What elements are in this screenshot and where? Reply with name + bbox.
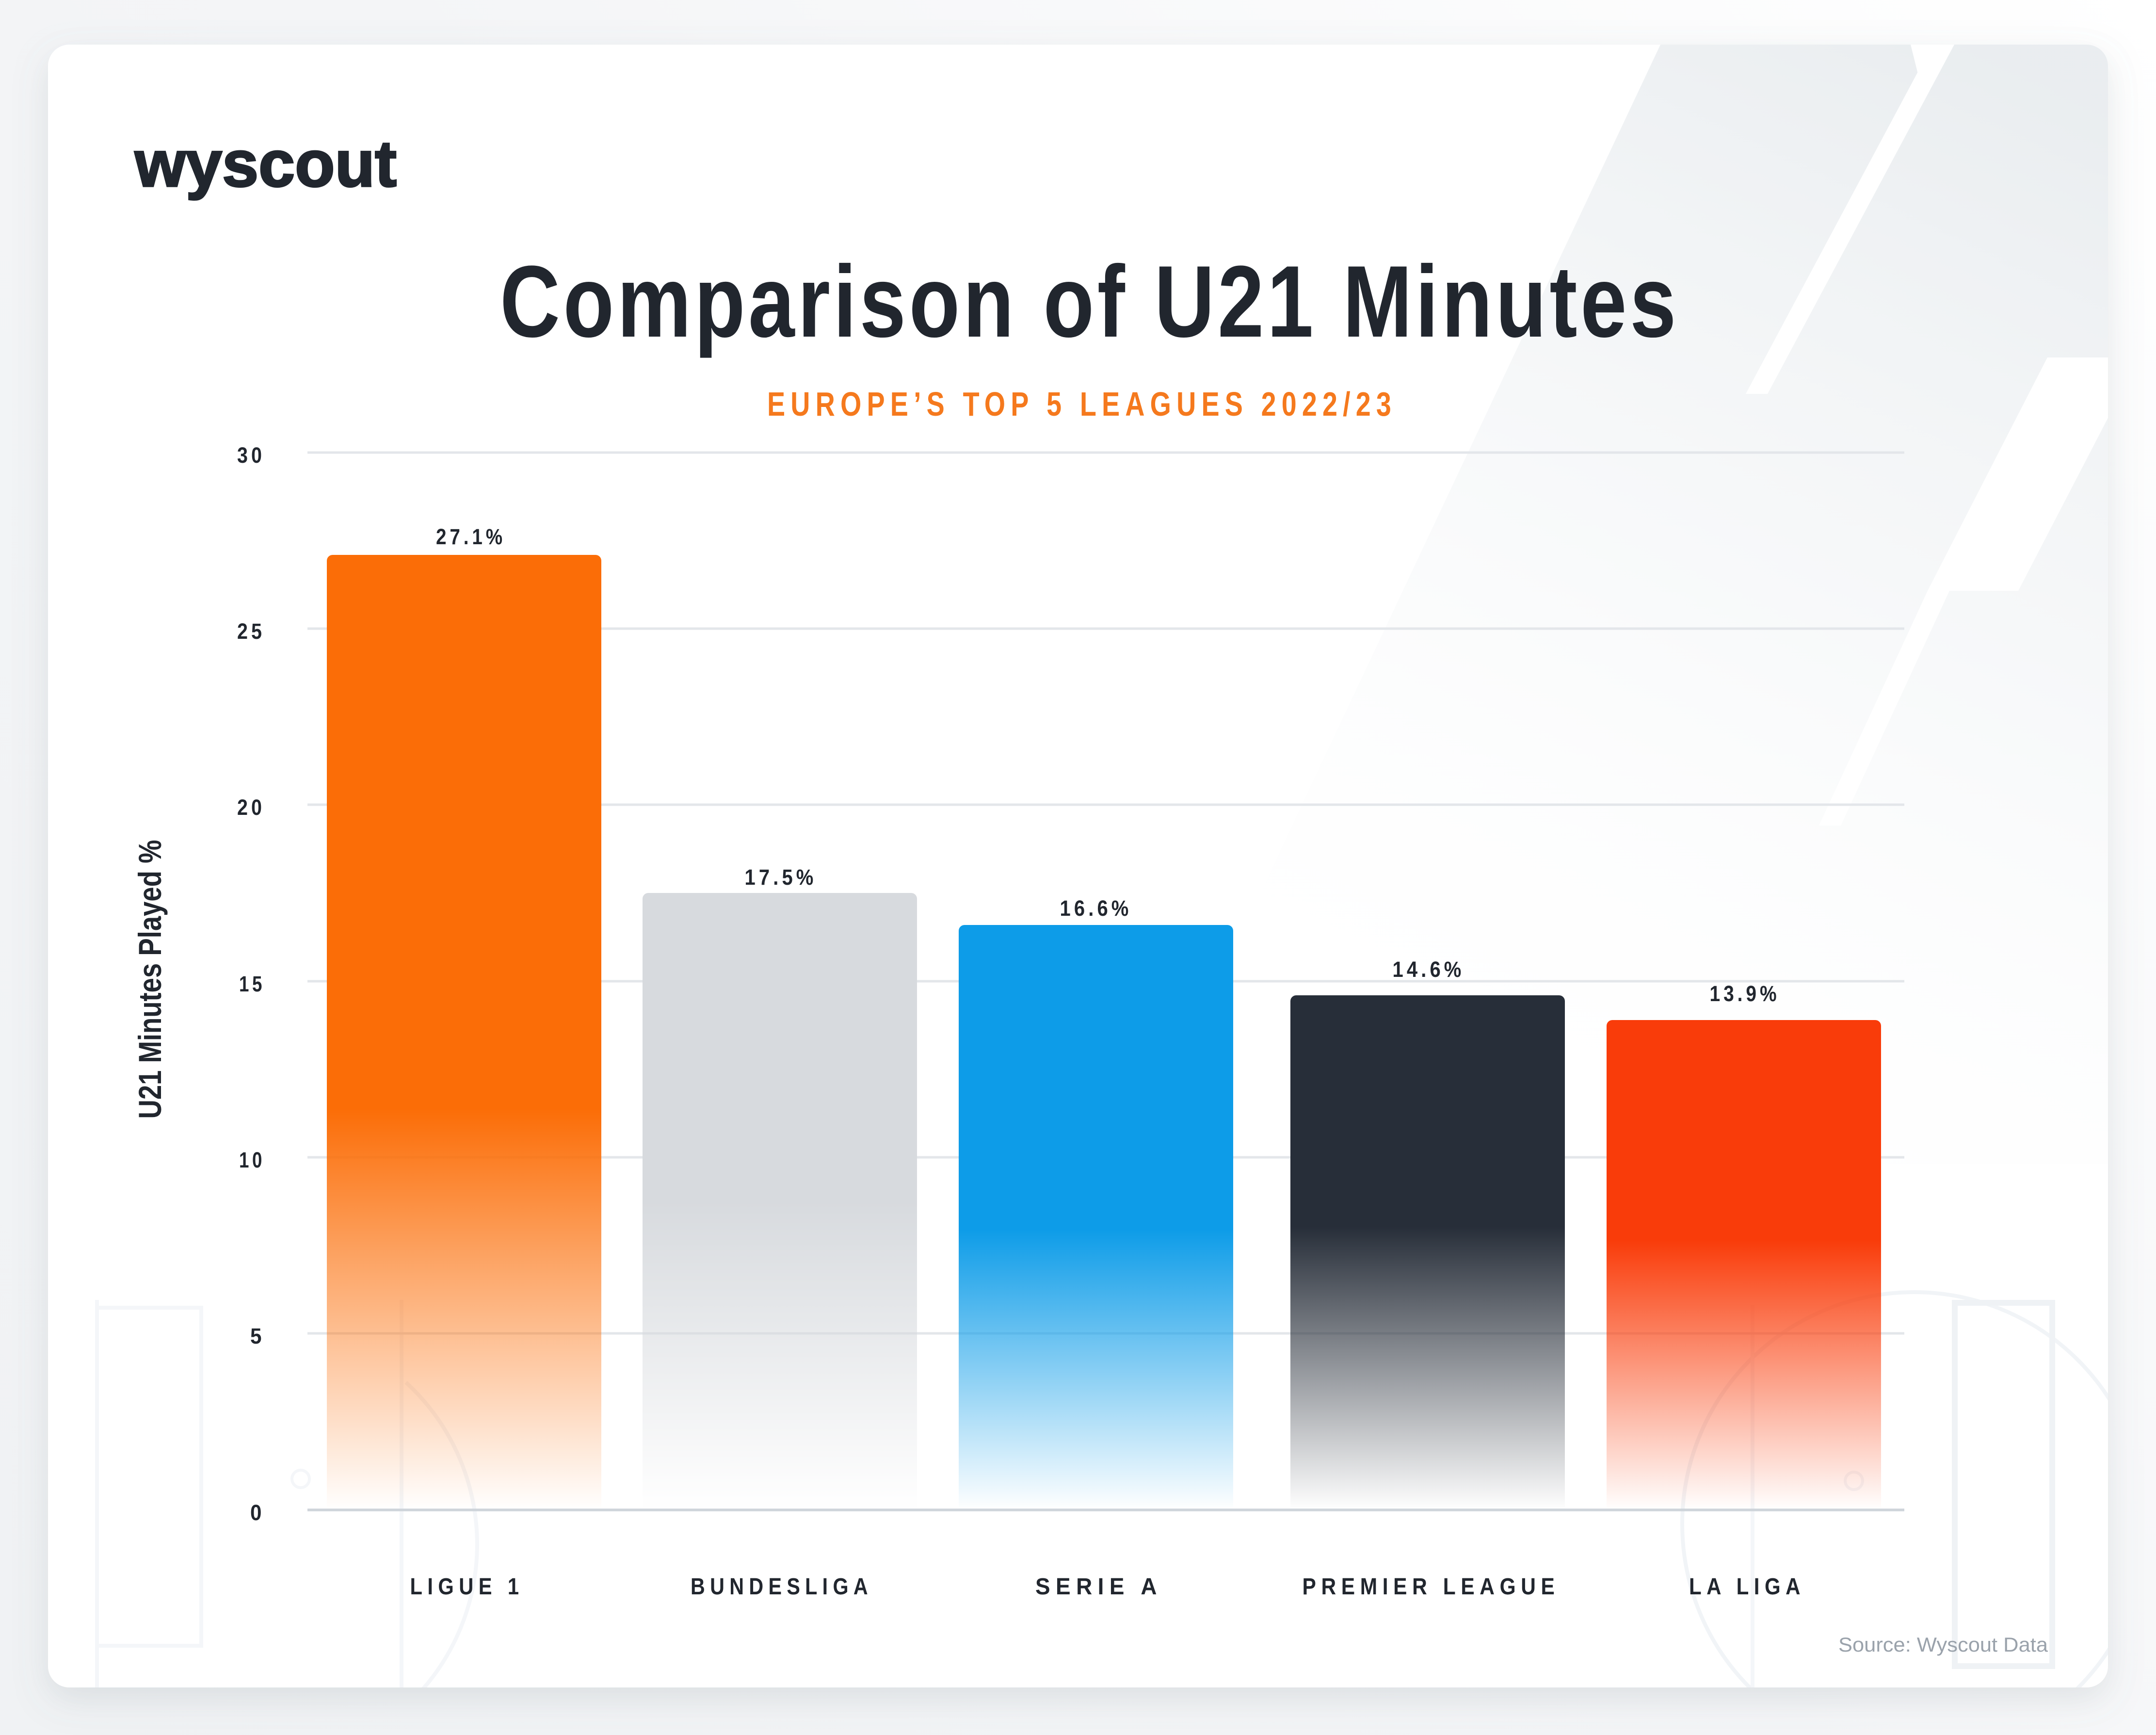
svg-text:0: 0 bbox=[250, 1500, 265, 1525]
svg-text:SERIE A: SERIE A bbox=[1035, 1574, 1162, 1600]
svg-text:PREMIER LEAGUE: PREMIER LEAGUE bbox=[1303, 1574, 1560, 1600]
svg-text:LIGUE 1: LIGUE 1 bbox=[410, 1574, 524, 1600]
svg-text:20: 20 bbox=[237, 795, 265, 820]
svg-text:Source: Wyscout Data: Source: Wyscout Data bbox=[1838, 1633, 2048, 1656]
svg-text:25: 25 bbox=[237, 619, 265, 644]
svg-text:14.6%: 14.6% bbox=[1393, 957, 1465, 982]
svg-text:27.1%: 27.1% bbox=[436, 524, 506, 549]
svg-text:15: 15 bbox=[239, 972, 265, 996]
svg-text:wyscout: wyscout bbox=[134, 127, 397, 200]
svg-text:10: 10 bbox=[239, 1148, 265, 1172]
svg-text:U21 Minutes Played %: U21 Minutes Played % bbox=[132, 840, 168, 1119]
svg-text:30: 30 bbox=[237, 443, 265, 468]
svg-text:13.9%: 13.9% bbox=[1710, 981, 1780, 1006]
svg-text:17.5%: 17.5% bbox=[745, 865, 817, 890]
svg-text:EUROPE’S TOP 5 LEAGUES 2022/23: EUROPE’S TOP 5 LEAGUES 2022/23 bbox=[767, 385, 1397, 423]
svg-text:16.6%: 16.6% bbox=[1060, 896, 1132, 921]
svg-text:Comparison of U21 Minutes: Comparison of U21 Minutes bbox=[500, 244, 1679, 358]
svg-text:LA LIGA: LA LIGA bbox=[1689, 1574, 1805, 1600]
svg-text:BUNDESLIGA: BUNDESLIGA bbox=[691, 1574, 873, 1600]
svg-text:5: 5 bbox=[250, 1324, 265, 1348]
